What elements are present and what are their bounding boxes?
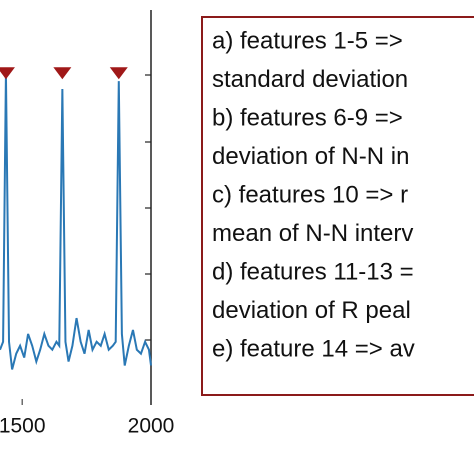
peak-marker: [53, 67, 72, 80]
signal-line: [0, 73, 152, 370]
box-text-line: c) features 10 => r: [212, 181, 408, 208]
y-tick-marks: [145, 74, 151, 341]
box-text-line: d) features 11-13 =: [212, 258, 414, 285]
box-text-line: mean of N-N interv: [212, 220, 413, 247]
peak-marker: [109, 67, 128, 80]
x-tick-label: 1500: [0, 415, 46, 438]
box-text-line: deviation of N-N in: [212, 143, 409, 170]
text-box: [201, 16, 474, 396]
box-text-line: b) features 6-9 =>: [212, 104, 403, 131]
box-text-line: deviation of R peal: [212, 297, 411, 324]
box-text-line: standard deviation: [212, 66, 408, 93]
box-text-line: e) feature 14 => av: [212, 335, 415, 362]
peak-marker: [0, 67, 15, 80]
box-text-line: a) features 1-5 =>: [212, 27, 403, 54]
x-tick-label: 2000: [128, 415, 175, 438]
